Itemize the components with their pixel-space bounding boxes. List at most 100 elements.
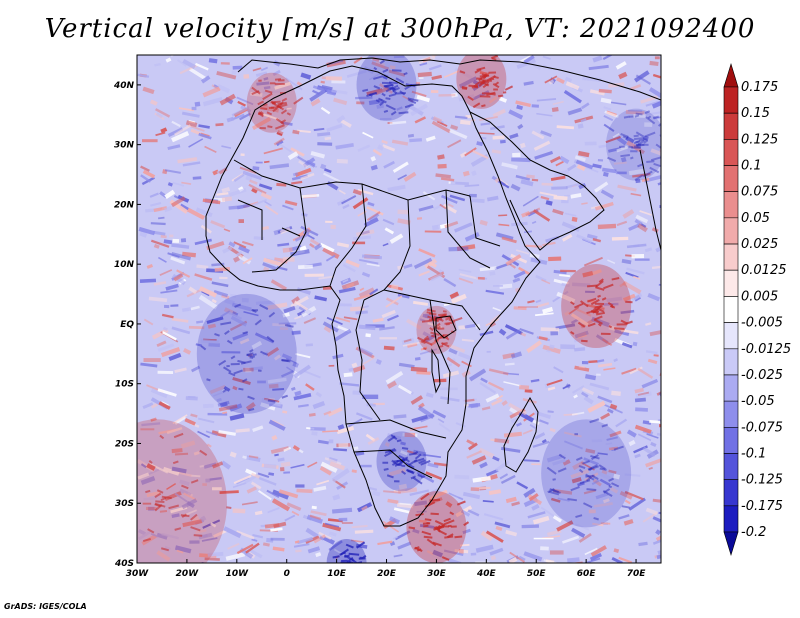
field-cell bbox=[613, 161, 627, 165]
field-cell bbox=[142, 402, 154, 410]
field-streak bbox=[599, 467, 607, 471]
field-cell bbox=[301, 212, 308, 217]
field-cell bbox=[343, 316, 358, 321]
field-cell bbox=[239, 166, 257, 174]
field-cell bbox=[326, 59, 346, 68]
field-streak bbox=[416, 548, 422, 552]
field-streak bbox=[490, 55, 499, 60]
field-cell bbox=[180, 238, 187, 243]
field-cell bbox=[606, 408, 614, 414]
field-cell bbox=[216, 70, 237, 80]
field-streak bbox=[493, 88, 498, 91]
field-streak bbox=[611, 277, 620, 281]
field-cell bbox=[192, 176, 202, 180]
field-cell bbox=[556, 291, 576, 304]
field-cell bbox=[425, 471, 443, 481]
field-streak bbox=[386, 474, 394, 479]
field-cell bbox=[416, 94, 431, 103]
field-cell bbox=[499, 473, 509, 480]
field-streak bbox=[347, 569, 356, 571]
field-cell bbox=[515, 249, 530, 255]
field-cell bbox=[533, 537, 554, 540]
field-cell bbox=[385, 295, 403, 308]
field-cell bbox=[532, 440, 550, 448]
field-cell bbox=[491, 398, 503, 406]
field-cell bbox=[620, 309, 635, 314]
field-streak bbox=[277, 104, 285, 111]
field-cell bbox=[219, 490, 239, 494]
field-cell bbox=[215, 123, 224, 127]
field-cell bbox=[490, 438, 498, 442]
field-cell bbox=[645, 507, 658, 516]
field-streak bbox=[579, 479, 591, 485]
field-cell bbox=[150, 533, 159, 538]
field-streak bbox=[621, 505, 630, 509]
field-cell bbox=[520, 142, 526, 149]
field-cell bbox=[181, 498, 198, 510]
field-cell bbox=[466, 450, 482, 459]
field-streak bbox=[358, 570, 363, 573]
field-cell bbox=[592, 478, 602, 487]
field-cell bbox=[322, 430, 339, 433]
field-cell bbox=[382, 144, 396, 152]
field-cell bbox=[229, 451, 237, 458]
field-streak bbox=[251, 308, 257, 313]
field-cell bbox=[307, 461, 318, 468]
field-streak bbox=[280, 119, 287, 124]
field-cell bbox=[352, 189, 363, 196]
field-streak bbox=[395, 92, 406, 95]
field-cell bbox=[447, 139, 462, 149]
field-cell bbox=[339, 382, 360, 387]
field-cell bbox=[630, 83, 642, 91]
field-cell bbox=[440, 177, 455, 182]
field-cell bbox=[245, 402, 256, 411]
field-cell bbox=[323, 172, 341, 183]
field-cell bbox=[252, 425, 264, 433]
field-cell bbox=[393, 507, 410, 514]
field-cell bbox=[273, 521, 287, 529]
field-cell bbox=[194, 273, 213, 281]
field-cell bbox=[183, 492, 197, 501]
field-streak bbox=[444, 535, 454, 539]
field-cell bbox=[223, 228, 231, 233]
field-streak bbox=[424, 518, 432, 522]
field-cell bbox=[516, 104, 524, 111]
field-cell bbox=[536, 302, 550, 308]
field-cell bbox=[213, 388, 231, 397]
field-streak bbox=[181, 513, 187, 518]
field-cell bbox=[242, 257, 253, 265]
field-cell bbox=[651, 265, 661, 270]
field-cell bbox=[526, 174, 535, 179]
field-cell bbox=[282, 204, 294, 211]
field-streak bbox=[594, 302, 604, 306]
field-cell bbox=[651, 97, 661, 109]
colorbar-swatch bbox=[723, 426, 739, 454]
field-cell bbox=[354, 529, 374, 534]
field-cell bbox=[198, 532, 213, 540]
field-cell bbox=[634, 70, 650, 83]
field-cell bbox=[254, 510, 263, 516]
field-cell bbox=[138, 226, 156, 236]
field-cell bbox=[509, 133, 519, 140]
field-cell bbox=[551, 107, 559, 113]
field-cell bbox=[268, 472, 275, 476]
field-cell bbox=[281, 121, 293, 126]
field-cell bbox=[561, 282, 570, 288]
field-cell bbox=[648, 87, 661, 99]
field-streak bbox=[393, 459, 404, 463]
field-cell bbox=[572, 184, 577, 188]
field-cell bbox=[283, 446, 292, 452]
field-streak bbox=[638, 138, 647, 142]
field-streak bbox=[276, 131, 283, 136]
field-cell bbox=[567, 557, 580, 563]
field-cell bbox=[397, 174, 407, 181]
field-cell bbox=[310, 98, 321, 107]
field-cell bbox=[185, 396, 198, 401]
field-cell bbox=[294, 540, 300, 544]
field-cell bbox=[272, 489, 289, 500]
field-cell bbox=[375, 359, 382, 365]
ascent-region bbox=[137, 419, 227, 563]
field-streak bbox=[586, 284, 598, 288]
field-streak bbox=[379, 101, 385, 106]
field-cell bbox=[505, 496, 517, 504]
